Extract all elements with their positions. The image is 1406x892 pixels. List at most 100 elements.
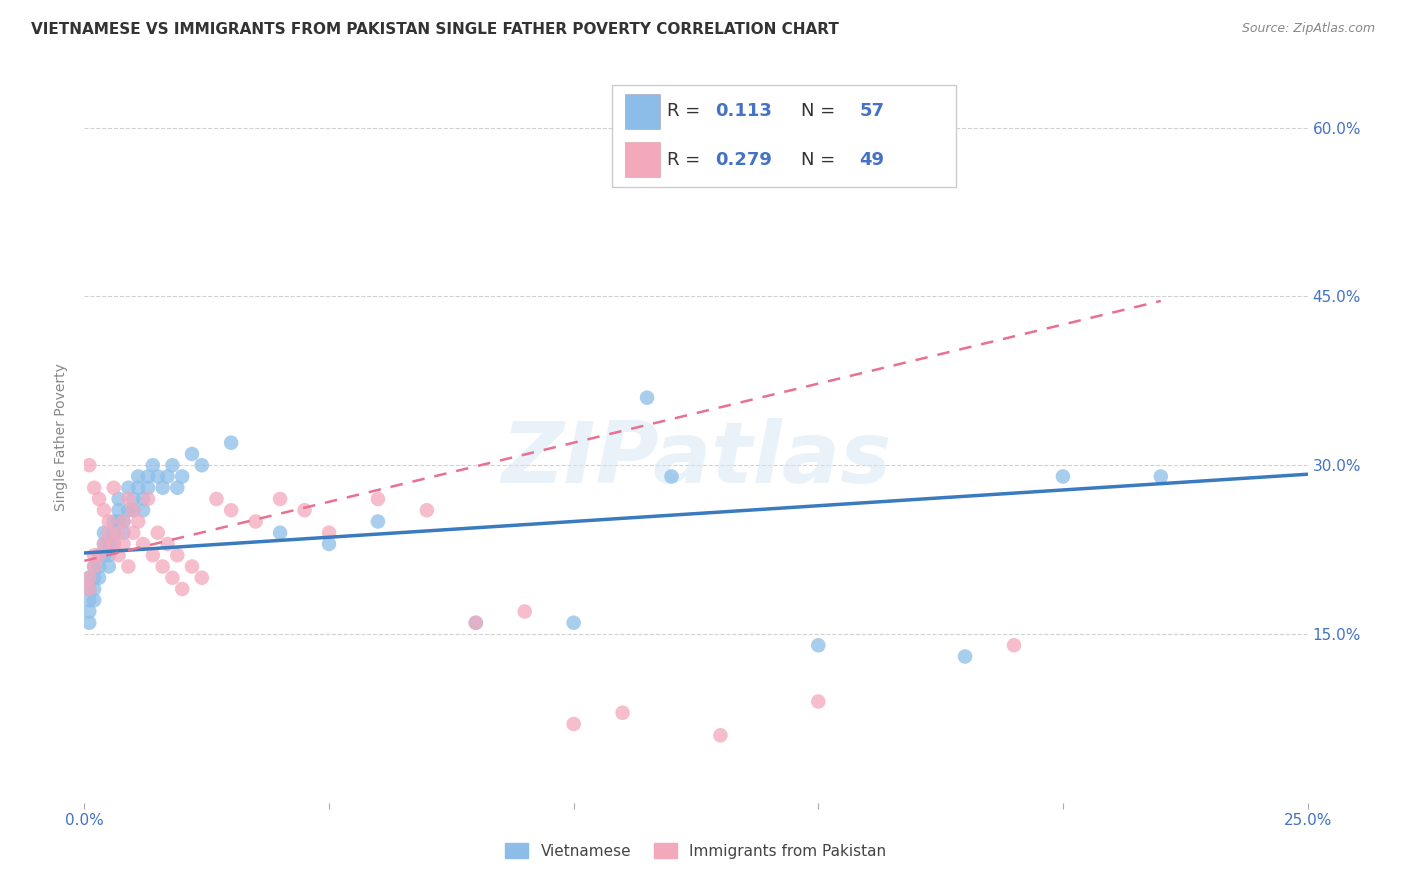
Point xyxy=(191,458,214,473)
Point xyxy=(166,548,188,562)
Point xyxy=(117,503,139,517)
Point xyxy=(136,469,159,483)
Point xyxy=(107,503,129,517)
Point xyxy=(636,391,658,405)
Point xyxy=(127,515,149,529)
Point xyxy=(953,649,976,664)
Point xyxy=(562,717,585,731)
Point xyxy=(103,481,125,495)
Point xyxy=(112,537,135,551)
Point xyxy=(77,571,100,585)
Point xyxy=(122,503,145,517)
Text: N =: N = xyxy=(801,103,841,120)
Point xyxy=(77,582,100,596)
Point xyxy=(87,571,110,585)
Bar xyxy=(626,94,659,128)
Point xyxy=(107,491,129,506)
Y-axis label: Single Father Poverty: Single Father Poverty xyxy=(55,363,69,511)
Point xyxy=(83,593,105,607)
Point xyxy=(117,491,139,506)
Point xyxy=(172,582,194,596)
Point xyxy=(97,515,120,529)
Bar xyxy=(626,142,659,177)
Point xyxy=(132,491,155,506)
Point xyxy=(93,525,115,540)
Point xyxy=(103,537,125,551)
Point xyxy=(117,559,139,574)
Point xyxy=(152,559,174,574)
Legend: Vietnamese, Immigrants from Pakistan: Vietnamese, Immigrants from Pakistan xyxy=(499,837,893,864)
Point xyxy=(127,469,149,483)
Point xyxy=(709,728,731,742)
Point xyxy=(77,605,100,619)
Point xyxy=(112,515,135,529)
Point xyxy=(156,537,179,551)
Point xyxy=(416,503,439,517)
Point xyxy=(142,548,165,562)
Point xyxy=(87,548,110,562)
Point xyxy=(219,435,242,450)
Point xyxy=(807,638,830,652)
Point xyxy=(122,525,145,540)
Point xyxy=(661,469,683,483)
Point xyxy=(562,615,585,630)
Point xyxy=(83,481,105,495)
Point xyxy=(146,525,169,540)
Point xyxy=(166,481,188,495)
Point xyxy=(269,525,291,540)
Point xyxy=(318,537,340,551)
Point xyxy=(205,491,228,506)
Point xyxy=(122,503,145,517)
Point xyxy=(112,525,135,540)
Point xyxy=(93,537,115,551)
Point xyxy=(97,548,120,562)
Point xyxy=(93,503,115,517)
Point xyxy=(77,458,100,473)
Point xyxy=(162,458,184,473)
Point xyxy=(87,559,110,574)
Point xyxy=(93,548,115,562)
Point xyxy=(294,503,316,517)
Point xyxy=(162,571,184,585)
Point xyxy=(172,469,194,483)
Point xyxy=(156,469,179,483)
Point xyxy=(245,515,267,529)
Text: 0.279: 0.279 xyxy=(716,151,772,169)
Point xyxy=(136,481,159,495)
Point xyxy=(132,503,155,517)
Point xyxy=(152,481,174,495)
Point xyxy=(127,481,149,495)
Point xyxy=(103,537,125,551)
Point xyxy=(103,525,125,540)
Point xyxy=(1052,469,1074,483)
Point xyxy=(464,615,486,630)
Point xyxy=(807,694,830,708)
Point xyxy=(97,525,120,540)
Text: VIETNAMESE VS IMMIGRANTS FROM PAKISTAN SINGLE FATHER POVERTY CORRELATION CHART: VIETNAMESE VS IMMIGRANTS FROM PAKISTAN S… xyxy=(31,22,839,37)
Point xyxy=(77,615,100,630)
Text: ZIPatlas: ZIPatlas xyxy=(501,417,891,500)
Point xyxy=(219,503,242,517)
Point xyxy=(77,593,100,607)
Point xyxy=(181,447,204,461)
Text: 57: 57 xyxy=(859,103,884,120)
Point xyxy=(513,605,536,619)
Point xyxy=(103,515,125,529)
Point xyxy=(93,537,115,551)
Point xyxy=(367,491,389,506)
FancyBboxPatch shape xyxy=(612,85,956,187)
Text: 0.113: 0.113 xyxy=(716,103,772,120)
Point xyxy=(1002,638,1025,652)
Point xyxy=(87,491,110,506)
Point xyxy=(318,525,340,540)
Point xyxy=(132,537,155,551)
Text: N =: N = xyxy=(801,151,841,169)
Point xyxy=(97,537,120,551)
Point xyxy=(142,458,165,473)
Point xyxy=(1150,469,1173,483)
Point xyxy=(83,559,105,574)
Text: R =: R = xyxy=(666,103,706,120)
Point xyxy=(191,571,214,585)
Point xyxy=(464,615,486,630)
Text: 49: 49 xyxy=(859,151,884,169)
